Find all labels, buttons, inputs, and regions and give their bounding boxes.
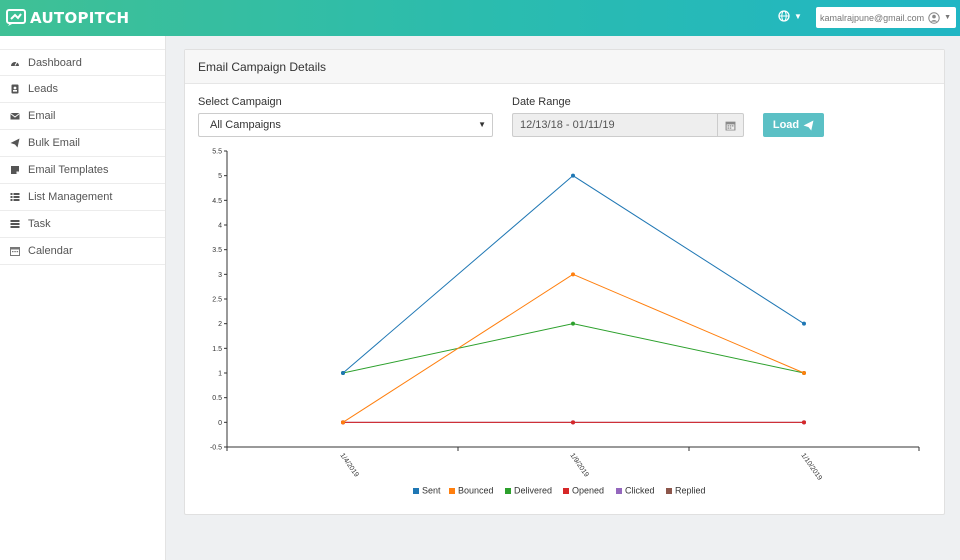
series-line-bounced bbox=[342, 273, 805, 423]
sidebar-item-label: Email bbox=[28, 110, 56, 122]
dashboard-icon bbox=[11, 61, 19, 66]
y-tick-label: 5 bbox=[218, 173, 222, 180]
sidebar-item-bulk-email[interactable]: Bulk Email bbox=[0, 130, 165, 157]
legend-label-replied: Replied bbox=[675, 486, 706, 496]
sidebar-nav: Dashboard Leads Email Bulk Email Email T… bbox=[0, 49, 165, 265]
sidebar: Dashboard Leads Email Bulk Email Email T… bbox=[0, 36, 166, 560]
sidebar-item-task[interactable]: Task bbox=[0, 211, 165, 238]
y-tick-label: 5.5 bbox=[212, 149, 222, 156]
language-selector[interactable]: ▼ bbox=[778, 10, 802, 22]
campaign-select[interactable]: All Campaigns ▼ bbox=[198, 113, 493, 137]
logo-icon bbox=[6, 9, 26, 26]
sidebar-item-list-management[interactable]: List Management bbox=[0, 184, 165, 211]
data-point-opened bbox=[802, 420, 806, 425]
calendar-icon bbox=[725, 121, 736, 130]
panel-title: Email Campaign Details bbox=[198, 59, 327, 74]
data-point-opened bbox=[571, 420, 575, 425]
chevron-down-icon: ▼ bbox=[794, 11, 802, 21]
user-email: kamalrajpune@gmail.com bbox=[820, 12, 925, 23]
y-tick-label: 4.5 bbox=[212, 198, 222, 205]
legend-label-delivered: Delivered bbox=[514, 486, 552, 496]
chevron-down-icon: ▼ bbox=[478, 120, 486, 129]
user-menu[interactable]: kamalrajpune@gmail.com ▼ bbox=[816, 7, 956, 28]
y-tick-label: 2 bbox=[218, 321, 222, 328]
y-tick-label: 3.5 bbox=[212, 247, 222, 254]
date-picker-button[interactable] bbox=[717, 113, 744, 137]
globe-icon bbox=[778, 10, 790, 22]
load-button-label: Load bbox=[772, 119, 800, 131]
date-range-value: 12/13/18 - 01/11/19 bbox=[520, 119, 615, 131]
legend-swatch-sent bbox=[413, 488, 419, 494]
line-chart: 5.5 5 4.5 4 3.5 3 2.5 2 1.5 1 0.5 0 -0.5 1/4/2019 1/9/… bbox=[210, 149, 920, 496]
paper-plane-icon bbox=[10, 138, 20, 148]
address-book-icon bbox=[11, 84, 19, 94]
legend-swatch-delivered bbox=[505, 488, 511, 494]
legend-label-sent: Sent bbox=[422, 486, 441, 496]
y-tick-label: -0.5 bbox=[210, 445, 222, 452]
legend-swatch-replied bbox=[666, 488, 672, 494]
data-point-sent bbox=[571, 173, 575, 178]
legend-swatch-clicked bbox=[616, 488, 622, 494]
campaign-select-value: All Campaigns bbox=[210, 119, 281, 131]
envelope-icon bbox=[10, 113, 20, 120]
campaign-label: Select Campaign bbox=[198, 96, 282, 108]
logo-text: AUTOPITCH bbox=[30, 9, 130, 27]
top-bar: AUTOPITCH ▼ kamalrajpune@gmail.com ▼ bbox=[0, 0, 960, 36]
sidebar-item-label: List Management bbox=[28, 191, 113, 203]
legend-swatch-bounced bbox=[449, 488, 455, 494]
legend-swatch-opened bbox=[563, 488, 569, 494]
sidebar-item-email-templates[interactable]: Email Templates bbox=[0, 157, 165, 184]
data-point-bounced bbox=[341, 420, 345, 425]
sidebar-item-label: Bulk Email bbox=[28, 137, 80, 149]
y-tick-label: 0.5 bbox=[212, 395, 222, 402]
date-range-input[interactable]: 12/13/18 - 01/11/19 bbox=[512, 113, 718, 137]
list-icon bbox=[10, 193, 20, 201]
tasks-icon bbox=[10, 220, 20, 228]
series-line-delivered bbox=[342, 323, 805, 374]
sidebar-item-label: Leads bbox=[28, 83, 58, 95]
data-point-delivered bbox=[571, 321, 575, 326]
y-tick-label: 3 bbox=[218, 272, 222, 279]
data-point-bounced bbox=[571, 272, 575, 277]
template-icon bbox=[11, 166, 19, 174]
panel-header: Email Campaign Details bbox=[185, 50, 944, 84]
load-button[interactable]: Load bbox=[763, 113, 824, 137]
legend-label-opened: Opened bbox=[572, 486, 604, 496]
user-avatar-icon bbox=[928, 11, 940, 24]
calendar-icon bbox=[10, 247, 20, 256]
legend-label-bounced: Bounced bbox=[458, 486, 494, 496]
sidebar-item-label: Task bbox=[28, 218, 51, 230]
paper-plane-icon bbox=[803, 120, 814, 130]
y-tick-label: 1.5 bbox=[212, 346, 222, 353]
x-tick-label: 1/9/2019 bbox=[568, 452, 589, 478]
campaign-panel: Email Campaign Details Select Campaign A… bbox=[184, 49, 945, 515]
sidebar-item-leads[interactable]: Leads bbox=[0, 76, 165, 103]
sidebar-item-dashboard[interactable]: Dashboard bbox=[0, 49, 165, 76]
y-tick-label: 4 bbox=[218, 223, 222, 230]
sidebar-item-email[interactable]: Email bbox=[0, 103, 165, 130]
legend-label-clicked: Clicked bbox=[625, 486, 655, 496]
x-tick-label: 1/10/2019 bbox=[799, 452, 823, 482]
sidebar-item-label: Calendar bbox=[28, 245, 73, 257]
data-point-sent bbox=[341, 371, 345, 375]
date-range-label: Date Range bbox=[512, 96, 571, 108]
app-logo[interactable]: AUTOPITCH bbox=[6, 8, 129, 28]
y-tick-label: 1 bbox=[218, 371, 222, 378]
sidebar-item-calendar[interactable]: Calendar bbox=[0, 238, 165, 265]
sidebar-item-label: Email Templates bbox=[28, 164, 109, 176]
chevron-down-icon: ▼ bbox=[944, 14, 951, 21]
sidebar-item-label: Dashboard bbox=[28, 56, 82, 69]
x-tick-label: 1/4/2019 bbox=[338, 452, 359, 478]
y-tick-label: 2.5 bbox=[212, 297, 222, 304]
y-tick-label: 0 bbox=[218, 420, 222, 427]
data-point-sent bbox=[802, 321, 806, 326]
data-point-bounced bbox=[802, 371, 806, 375]
